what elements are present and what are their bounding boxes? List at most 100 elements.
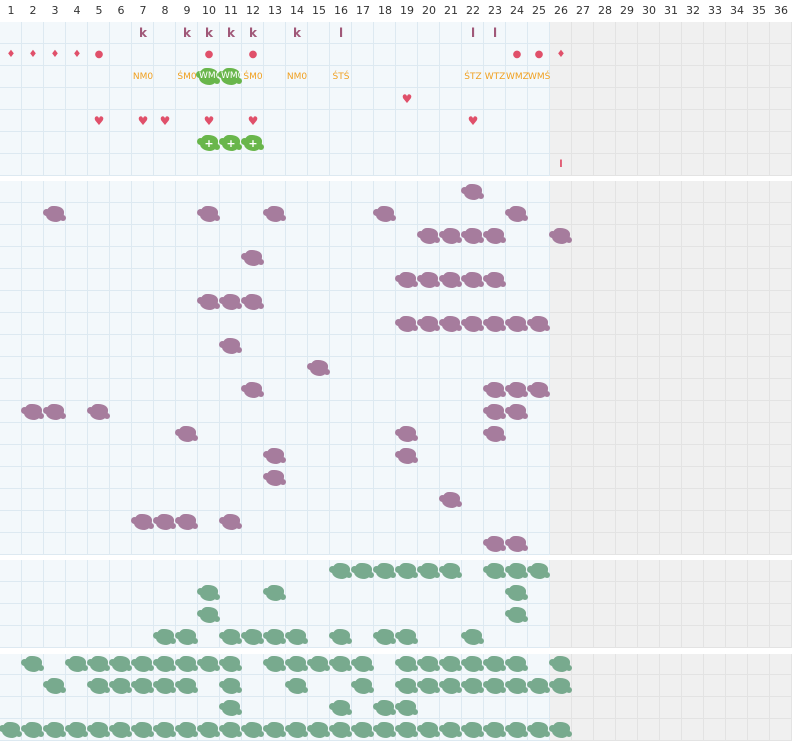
purple-entry[interactable] — [241, 250, 264, 266]
grid-cell[interactable] — [572, 423, 594, 445]
grid-cell[interactable] — [198, 511, 220, 533]
green-entry[interactable] — [197, 656, 220, 672]
grid-cell[interactable] — [418, 22, 440, 44]
purple-entry[interactable] — [483, 272, 506, 288]
grid-cell[interactable] — [88, 357, 110, 379]
grid-cell[interactable] — [110, 88, 132, 110]
grid-cell[interactable] — [638, 719, 660, 741]
grid-cell[interactable] — [286, 291, 308, 313]
grid-cell[interactable] — [594, 225, 616, 247]
grid-cell[interactable] — [66, 675, 88, 697]
grid-cell[interactable] — [682, 401, 704, 423]
grid-cell[interactable] — [462, 445, 484, 467]
grid-cell[interactable] — [462, 582, 484, 604]
grid-cell[interactable] — [726, 697, 748, 719]
grid-cell[interactable] — [704, 313, 726, 335]
grid-cell[interactable] — [440, 88, 462, 110]
grid-cell[interactable] — [594, 604, 616, 626]
grid-cell[interactable] — [264, 335, 286, 357]
grid-cell[interactable] — [484, 247, 506, 269]
grid-cell[interactable] — [726, 401, 748, 423]
purple-entry[interactable] — [395, 448, 418, 464]
grid-cell[interactable] — [352, 132, 374, 154]
grid-cell[interactable] — [308, 335, 330, 357]
grid-cell[interactable] — [66, 401, 88, 423]
grid-cell[interactable] — [308, 604, 330, 626]
grid-cell[interactable] — [0, 423, 22, 445]
grid-cell[interactable] — [44, 489, 66, 511]
grid-cell[interactable] — [660, 467, 682, 489]
grid-cell[interactable] — [66, 247, 88, 269]
grid-cell[interactable] — [0, 88, 22, 110]
grid-cell[interactable] — [528, 653, 550, 675]
grid-cell[interactable] — [374, 22, 396, 44]
grid-cell[interactable] — [66, 489, 88, 511]
grid-cell[interactable] — [286, 335, 308, 357]
grid-cell[interactable] — [132, 533, 154, 555]
grid-cell[interactable] — [440, 44, 462, 66]
green-entry[interactable] — [175, 678, 198, 694]
purple-entry[interactable] — [527, 316, 550, 332]
grid-cell[interactable] — [330, 511, 352, 533]
grid-cell[interactable] — [440, 181, 462, 203]
grid-cell[interactable] — [418, 110, 440, 132]
grid-cell[interactable] — [770, 225, 792, 247]
grid-cell[interactable] — [770, 154, 792, 176]
grid-cell[interactable] — [308, 110, 330, 132]
grid-cell[interactable] — [132, 357, 154, 379]
green-entry[interactable] — [65, 656, 88, 672]
grid-cell[interactable] — [44, 467, 66, 489]
grid-cell[interactable] — [352, 154, 374, 176]
grid-cell[interactable] — [352, 269, 374, 291]
grid-cell[interactable] — [198, 357, 220, 379]
grid-cell[interactable] — [418, 423, 440, 445]
grid-cell[interactable] — [264, 401, 286, 423]
green-entry[interactable] — [263, 722, 286, 738]
grid-cell[interactable] — [264, 110, 286, 132]
grid-cell[interactable] — [220, 379, 242, 401]
grid-cell[interactable] — [0, 225, 22, 247]
grid-cell[interactable] — [88, 697, 110, 719]
grid-cell[interactable] — [0, 110, 22, 132]
grid-cell[interactable] — [682, 533, 704, 555]
grid-cell[interactable] — [374, 181, 396, 203]
grid-cell[interactable] — [154, 604, 176, 626]
grid-cell[interactable] — [770, 675, 792, 697]
grid-cell[interactable] — [22, 269, 44, 291]
grid-cell[interactable] — [22, 697, 44, 719]
grid-cell[interactable] — [22, 626, 44, 648]
green-entry[interactable] — [417, 563, 440, 579]
grid-cell[interactable] — [748, 582, 770, 604]
grid-cell[interactable] — [88, 467, 110, 489]
grid-cell[interactable] — [616, 66, 638, 88]
grid-cell[interactable] — [682, 626, 704, 648]
grid-cell[interactable] — [198, 489, 220, 511]
grid-cell[interactable] — [308, 675, 330, 697]
grid-cell[interactable] — [88, 66, 110, 88]
green-entry[interactable] — [87, 656, 110, 672]
grid-cell[interactable] — [176, 44, 198, 66]
grid-cell[interactable] — [286, 154, 308, 176]
purple-entry[interactable] — [197, 294, 220, 310]
grid-cell[interactable] — [682, 66, 704, 88]
grid-cell[interactable] — [220, 225, 242, 247]
grid-cell[interactable] — [242, 313, 264, 335]
grid-cell[interactable] — [374, 269, 396, 291]
grid-cell[interactable] — [242, 88, 264, 110]
grid-cell[interactable] — [594, 110, 616, 132]
grid-cell[interactable] — [418, 247, 440, 269]
grid-cell[interactable] — [352, 445, 374, 467]
grid-cell[interactable] — [704, 247, 726, 269]
grid-cell[interactable] — [286, 511, 308, 533]
grid-cell[interactable] — [110, 181, 132, 203]
grid-cell[interactable] — [572, 401, 594, 423]
grid-cell[interactable] — [638, 110, 660, 132]
grid-cell[interactable] — [748, 697, 770, 719]
grid-cell[interactable] — [198, 110, 220, 132]
green-entry[interactable] — [263, 656, 286, 672]
grid-cell[interactable] — [396, 582, 418, 604]
grid-cell[interactable] — [242, 560, 264, 582]
green-entry[interactable] — [87, 722, 110, 738]
grid-cell[interactable] — [396, 291, 418, 313]
grid-cell[interactable] — [770, 560, 792, 582]
